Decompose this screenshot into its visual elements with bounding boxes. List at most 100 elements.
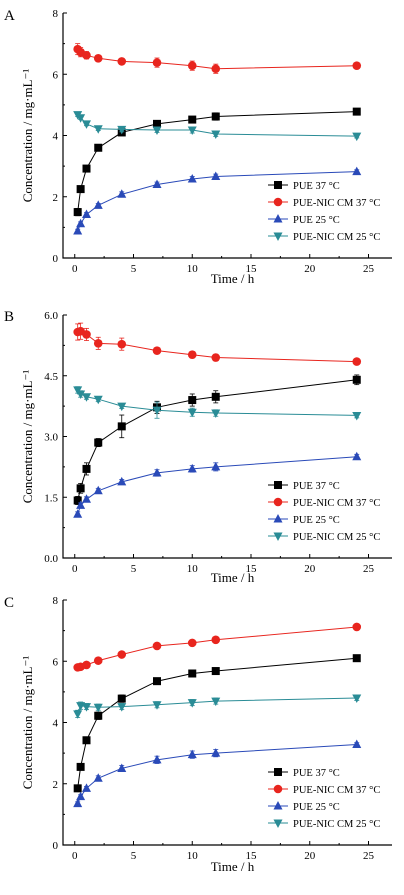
data-point [117, 339, 127, 349]
legend-marker [273, 819, 283, 828]
axis-lines [62, 315, 392, 559]
data-point [82, 783, 91, 792]
data-point [73, 226, 83, 235]
legend-label: PUE-NIC CM 25 °C [293, 532, 380, 543]
x-axis-label: Time / h [211, 859, 255, 874]
series-3 [73, 111, 362, 142]
y-tick-label: 1.5 [44, 492, 58, 504]
data-point [153, 119, 161, 128]
data-point [73, 710, 83, 719]
data-point [93, 395, 103, 405]
x-tick-label: 10 [187, 850, 199, 862]
legend-marker [273, 497, 283, 507]
series-1 [73, 622, 362, 672]
x-tick-label: 0 [72, 563, 78, 575]
legend-marker [274, 181, 282, 189]
legend-label: PUE-NIC CM 37 °C [293, 498, 380, 509]
data-point [187, 699, 197, 708]
y-axis-label: Concentration / mg·mL⁻¹ [20, 370, 35, 504]
data-point [211, 353, 221, 362]
data-point [76, 791, 86, 801]
legend: PUE 37 °C PUE-NIC CM 37 °C PUE 25 °C PUE-NI… [268, 481, 380, 543]
y-axis-label: Concentration / mg·mL⁻¹ [20, 656, 35, 790]
data-point [93, 773, 103, 782]
legend-marker [273, 214, 283, 223]
data-point [82, 209, 91, 219]
data-point [152, 406, 162, 416]
x-axis-label: Time / h [211, 271, 255, 286]
data-point [352, 357, 362, 366]
legend-label: PUE 37 °C [293, 481, 340, 492]
data-point [82, 703, 91, 712]
y-axis-label: Concentration / mg·mL⁻¹ [20, 69, 35, 203]
x-tick-label: 25 [363, 850, 375, 862]
data-point [187, 408, 197, 418]
data-point [352, 166, 362, 176]
data-point [93, 125, 103, 134]
x-tick-label: 5 [131, 850, 137, 862]
data-point [82, 330, 91, 339]
data-point [152, 126, 162, 135]
data-point [211, 171, 221, 181]
series-0 [73, 654, 361, 793]
legend-marker [273, 232, 283, 241]
x-tick-label: 15 [246, 850, 258, 862]
series-2 [73, 739, 362, 808]
data-point [211, 130, 221, 139]
data-point [117, 763, 127, 772]
data-point [93, 54, 103, 63]
data-point [153, 677, 161, 686]
legend-label: PUE-NIC CM 25 °C [293, 232, 380, 243]
y-tick-label: 0.0 [44, 553, 58, 565]
legend-label: PUE 37 °C [293, 181, 340, 192]
data-point [82, 120, 91, 129]
data-point [152, 754, 162, 764]
data-point [82, 464, 91, 473]
data-point [117, 422, 126, 431]
legend-label: PUE 25 °C [293, 215, 340, 226]
data-point [82, 393, 91, 402]
data-point [187, 638, 197, 648]
data-point [187, 173, 197, 183]
data-point [76, 390, 86, 399]
legend-marker [273, 784, 283, 794]
panel-letter: A [4, 8, 15, 24]
data-point [211, 409, 221, 419]
data-point [152, 701, 162, 710]
data-point [211, 112, 220, 121]
data-point [117, 125, 127, 135]
series-0 [73, 374, 361, 505]
y-tick-label: 4 [53, 131, 59, 143]
x-tick-label: 10 [187, 263, 199, 275]
data-point [187, 749, 197, 759]
data-point [187, 463, 197, 473]
legend-marker [273, 532, 283, 541]
y-tick-label: 6.0 [44, 310, 58, 322]
data-point [117, 650, 127, 659]
data-point [93, 703, 103, 713]
data-point [211, 64, 221, 74]
data-point [94, 143, 103, 152]
x-tick-label: 20 [304, 850, 316, 862]
data-point [117, 476, 127, 486]
x-tick-label: 25 [363, 263, 375, 275]
y-tick-label: 4.5 [44, 371, 58, 383]
x-tick-label: 20 [304, 563, 316, 575]
data-point [76, 500, 86, 509]
legend-marker [274, 768, 282, 776]
x-tick-label: 5 [131, 563, 137, 575]
chart-panel-a: 0 5 10 15 20 25 0 2 4 6 8 A Time / h Concentration / … [4, 8, 392, 286]
data-point [352, 622, 362, 632]
legend-label: PUE-NIC CM 37 °C [293, 198, 380, 209]
data-point [211, 697, 221, 707]
y-tick-label: 2 [53, 192, 59, 204]
y-tick-label: 2 [53, 779, 59, 791]
data-point [152, 179, 162, 188]
x-tick-label: 0 [72, 263, 78, 275]
data-point [76, 762, 85, 771]
data-point [117, 694, 126, 703]
data-point [76, 185, 85, 194]
data-point [82, 736, 91, 745]
data-point [82, 660, 91, 670]
